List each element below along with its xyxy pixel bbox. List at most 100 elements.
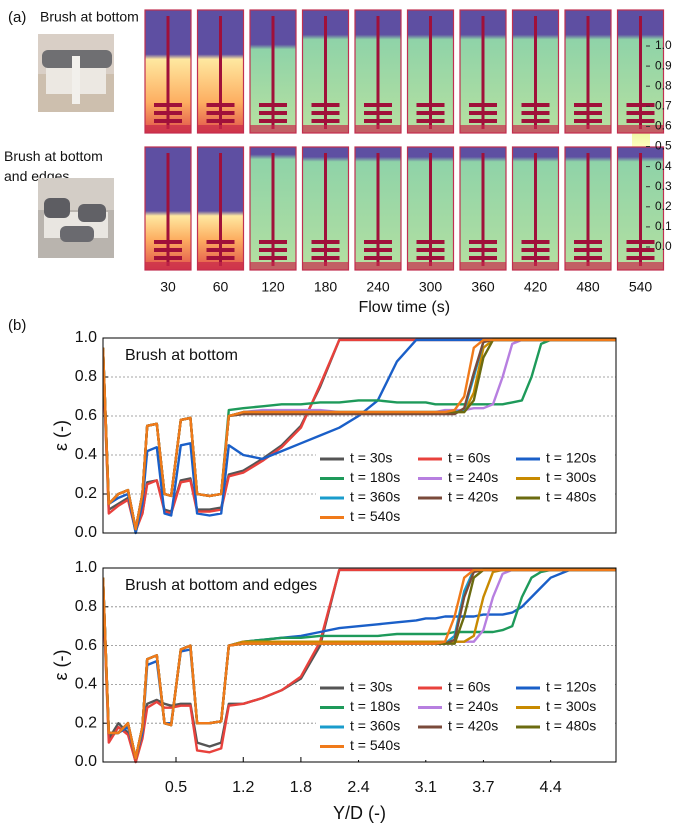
tile-brush [154, 119, 182, 123]
y-axis-label: ε (-) [51, 420, 71, 451]
lines [103, 338, 616, 535]
tile-brush [469, 256, 497, 260]
legend-label: t = 180s [350, 469, 400, 485]
colorbar-tick-label: 0.5 [655, 139, 672, 153]
tile-base [407, 262, 454, 270]
time-label: 30 [160, 279, 176, 295]
legend-label: t = 30s [350, 450, 392, 466]
tile-stem [429, 16, 432, 129]
time-label: 480 [576, 279, 600, 295]
tile-stem [586, 16, 590, 129]
tile-brush [206, 103, 235, 107]
tile-brush [416, 119, 445, 123]
tile-base [617, 125, 664, 133]
x-tick-label: 4.4 [540, 779, 562, 796]
tile-stem [271, 16, 275, 129]
colorbar-tick-label: 1.0 [655, 38, 672, 52]
tile-stem [324, 16, 327, 129]
tile-brush [206, 119, 235, 123]
tile-base [512, 125, 559, 133]
tile-brush [416, 240, 445, 244]
tile-brush [574, 103, 602, 107]
colorbar-tick-label: 0.4 [655, 159, 672, 173]
tile-brush [311, 103, 340, 107]
y-tick-label: 1.0 [75, 559, 97, 576]
time-label: 240 [366, 279, 390, 295]
tile-brush [416, 248, 445, 252]
tile-base [302, 262, 349, 270]
legend-label: t = 60s [448, 450, 490, 466]
tile-base [250, 125, 296, 133]
tile-brush [154, 248, 182, 252]
tile-brush [364, 240, 392, 244]
tile-brush [206, 256, 235, 260]
tile-brush [259, 103, 287, 107]
tile-stem [639, 153, 642, 266]
legend-box [316, 676, 614, 760]
tile-brush [574, 119, 602, 123]
tile-brush [626, 256, 655, 260]
annotation: Brush at bottom [125, 347, 238, 364]
time-label: 300 [419, 279, 443, 295]
legend-label: t = 540s [350, 737, 400, 753]
tile-brush [311, 240, 340, 244]
tile-brush [311, 111, 340, 115]
tile-brush [259, 248, 287, 252]
row-label: Brush at bottom [40, 9, 139, 25]
legend-label: t = 360s [350, 718, 400, 734]
series-line [103, 338, 616, 531]
tile-brush [154, 103, 182, 107]
legend-label: t = 240s [448, 698, 498, 714]
panel-label: (a) [8, 9, 26, 26]
tile-base [565, 262, 611, 270]
y-tick-label: 1.0 [75, 329, 97, 346]
tile-brush [574, 240, 602, 244]
x-tick-label: 3.1 [415, 779, 437, 796]
tile-brush [364, 248, 392, 252]
colorbar-tick-label: 0.9 [655, 58, 672, 72]
y-axis-label: ε (-) [51, 649, 71, 680]
legend-label: t = 180s [350, 698, 400, 714]
tile-stem [324, 153, 327, 266]
legend-box [316, 447, 614, 531]
x-axis-label: Flow time (s) [358, 299, 450, 316]
colorbar-tick-label: 0.1 [655, 219, 672, 233]
legend-label: t = 120s [546, 450, 596, 466]
tile-brush [521, 248, 550, 252]
tile-base [250, 262, 296, 270]
time-label: 60 [213, 279, 229, 295]
tile-brush [469, 119, 497, 123]
tile-stem [376, 153, 380, 266]
annotation: Brush at bottom and edges [125, 577, 317, 594]
legend-label: t = 300s [546, 698, 596, 714]
tile-base [302, 125, 349, 133]
tile-stem [166, 153, 170, 266]
tile-brush [626, 103, 655, 107]
y-tick-label: 0.0 [75, 753, 97, 770]
y-tick-label: 0.8 [75, 598, 97, 615]
tile-stem [481, 153, 485, 266]
colorbar-tick-label: 0.3 [655, 179, 672, 193]
tile-stem [271, 153, 275, 266]
tile-brush [521, 240, 550, 244]
tile-base [407, 125, 454, 133]
y-tick-label: 0.4 [75, 446, 97, 463]
legend-label: t = 360s [350, 489, 400, 505]
time-label: 180 [314, 279, 338, 295]
tile-base [460, 262, 506, 270]
tile-base [145, 125, 191, 133]
tile-brush [259, 111, 287, 115]
legend-label: t = 420s [448, 718, 498, 734]
tile-base [512, 262, 559, 270]
tile-stem [219, 153, 222, 266]
tile-brush [574, 256, 602, 260]
tile-brush [154, 111, 182, 115]
tile-brush [521, 256, 550, 260]
colorbar-tick-label: 0.8 [655, 78, 672, 92]
x-tick-label: 2.4 [347, 779, 369, 796]
tile-base [197, 125, 244, 133]
series-line [103, 568, 616, 760]
legend-label: t = 480s [546, 489, 596, 505]
